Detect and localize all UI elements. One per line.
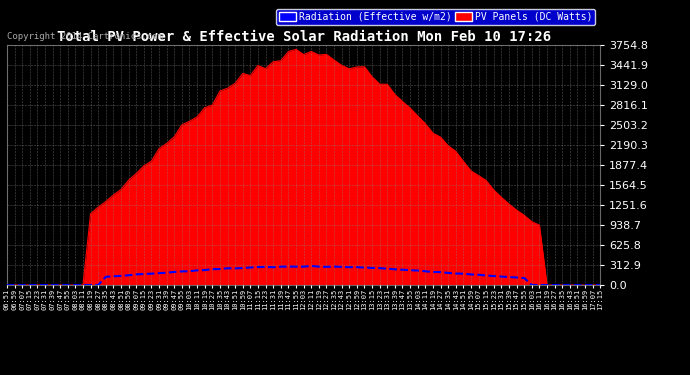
Legend: Radiation (Effective w/m2), PV Panels (DC Watts): Radiation (Effective w/m2), PV Panels (D…: [275, 9, 595, 25]
Text: Copyright 2014 Cartronics.com: Copyright 2014 Cartronics.com: [7, 32, 163, 41]
Title: Total PV Power & Effective Solar Radiation Mon Feb 10 17:26: Total PV Power & Effective Solar Radiati…: [57, 30, 551, 44]
